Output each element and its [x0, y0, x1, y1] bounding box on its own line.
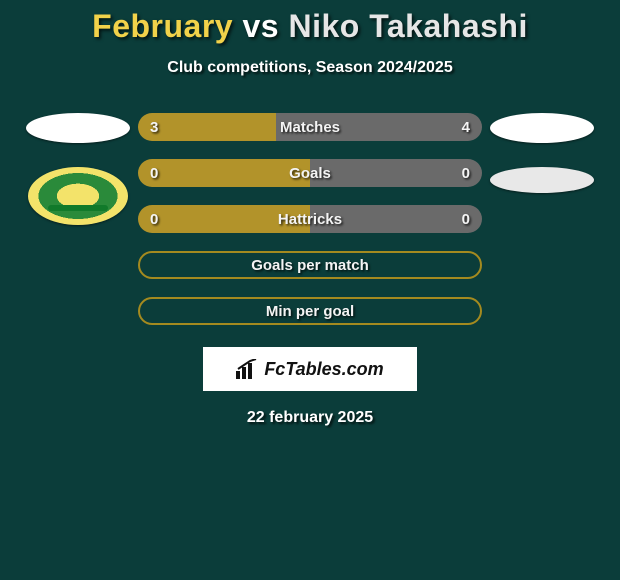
h2h-infographic: February vs Niko Takahashi Club competit…: [0, 0, 620, 580]
brand-box: FcTables.com: [203, 347, 417, 391]
subtitle: Club competitions, Season 2024/2025: [0, 59, 620, 77]
page-title: February vs Niko Takahashi: [0, 0, 620, 45]
left-crest-column: [18, 113, 138, 325]
brand-text: FcTables.com: [264, 359, 383, 380]
brand-chart-icon: [236, 359, 258, 379]
left-crest-club: [28, 167, 128, 225]
right-crest-placeholder-2: [490, 167, 594, 193]
bar-label: Min per goal: [140, 299, 480, 323]
comparison-region: 34Matches 00Goals 00Hattricks Goals per mat…: [0, 113, 620, 325]
date-line: 22 february 2025: [0, 409, 620, 427]
bar-label: Hattricks: [138, 205, 482, 233]
bar-label: Goals: [138, 159, 482, 187]
stat-bar-min-per-goal: Min per goal: [138, 297, 482, 325]
bar-label: Goals per match: [140, 253, 480, 277]
right-crest-column: [482, 113, 602, 325]
right-crest-placeholder-1: [490, 113, 594, 143]
title-player1: February: [92, 8, 233, 44]
stat-bars: 34Matches 00Goals 00Hattricks Goals per mat…: [138, 113, 482, 325]
left-crest-placeholder-1: [26, 113, 130, 143]
stat-bar-goals: 00Goals: [138, 159, 482, 187]
title-player2: Niko Takahashi: [288, 8, 527, 44]
title-vs: vs: [242, 8, 279, 44]
stat-bar-goals-per-match: Goals per match: [138, 251, 482, 279]
bar-label: Matches: [138, 113, 482, 141]
stat-bar-hattricks: 00Hattricks: [138, 205, 482, 233]
stat-bar-matches: 34Matches: [138, 113, 482, 141]
